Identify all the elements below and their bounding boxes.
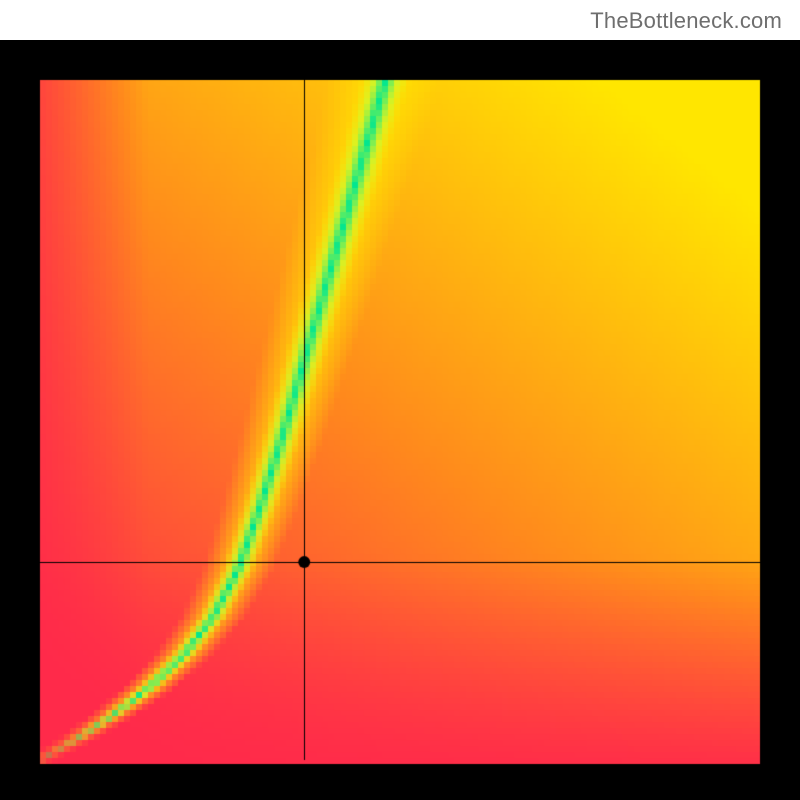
heatmap-canvas xyxy=(0,40,800,800)
attribution-text: TheBottleneck.com xyxy=(590,8,782,34)
